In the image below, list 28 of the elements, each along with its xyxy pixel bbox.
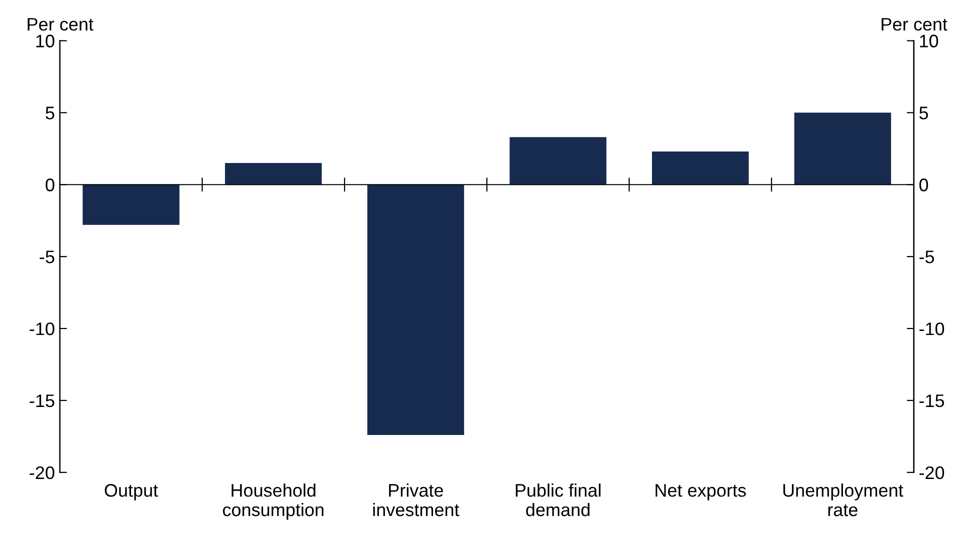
y2-tick-label: -10 [920, 322, 944, 336]
x-tick-label: Net exports [656, 484, 746, 500]
y2-axis-title: Per cent [882, 18, 948, 31]
bar [652, 152, 749, 185]
y-tick-label: 5 [46, 106, 54, 120]
x-tick-label: Output [104, 484, 158, 500]
x-tick-label: Private investment [373, 484, 460, 516]
y2-tick-label: -5 [920, 250, 934, 264]
y2-tick-label: 5 [919, 106, 928, 120]
bar [224, 163, 322, 185]
y2-tick-label: -20 [920, 466, 944, 480]
y2-tick-label: -15 [920, 394, 944, 408]
y-tick-label: -5 [40, 250, 54, 264]
y-tick-label: -15 [30, 394, 54, 408]
bar [794, 112, 892, 185]
y-tick-label: 0 [46, 178, 54, 192]
y-tick-label: -20 [30, 466, 54, 480]
y-tick-label: -10 [30, 322, 54, 336]
x-tick-label: Public final demand [516, 484, 600, 516]
bar [510, 137, 606, 185]
y2-tick-label: 10 [920, 34, 938, 48]
x-tick-label: Unemployment rate [783, 484, 904, 516]
y-axis-title: Per cent [28, 18, 94, 31]
x-tick-label: Household consumption [222, 484, 324, 520]
bar [367, 184, 464, 435]
bar [82, 184, 180, 225]
y2-tick-label: 0 [919, 178, 928, 192]
y-tick-label: 10 [36, 34, 54, 48]
